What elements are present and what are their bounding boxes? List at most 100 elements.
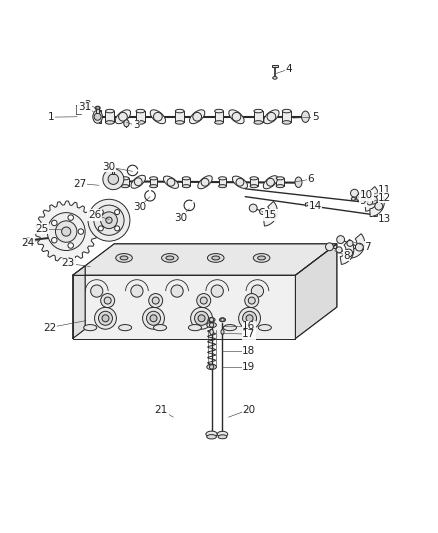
Circle shape xyxy=(143,308,164,329)
Ellipse shape xyxy=(219,318,226,322)
Text: 17: 17 xyxy=(242,329,255,339)
Ellipse shape xyxy=(136,109,145,113)
Polygon shape xyxy=(305,202,311,206)
Circle shape xyxy=(251,285,264,297)
Ellipse shape xyxy=(207,364,216,369)
Circle shape xyxy=(197,294,211,308)
Circle shape xyxy=(94,205,124,235)
Ellipse shape xyxy=(150,184,157,188)
Circle shape xyxy=(245,294,259,308)
Circle shape xyxy=(106,217,112,223)
Circle shape xyxy=(104,297,111,304)
Ellipse shape xyxy=(208,254,224,262)
Polygon shape xyxy=(365,187,379,211)
Ellipse shape xyxy=(115,110,131,124)
Text: 30: 30 xyxy=(102,162,116,172)
Polygon shape xyxy=(350,233,365,258)
Ellipse shape xyxy=(207,322,216,328)
Circle shape xyxy=(147,311,160,325)
Circle shape xyxy=(211,285,223,297)
Polygon shape xyxy=(215,111,223,123)
Ellipse shape xyxy=(233,176,247,188)
Circle shape xyxy=(167,179,175,186)
Ellipse shape xyxy=(116,254,132,262)
Text: 30: 30 xyxy=(174,213,187,223)
Ellipse shape xyxy=(219,177,226,180)
Circle shape xyxy=(367,199,373,205)
Ellipse shape xyxy=(273,77,277,79)
Ellipse shape xyxy=(258,325,272,330)
Ellipse shape xyxy=(229,110,244,124)
Circle shape xyxy=(94,113,101,120)
Ellipse shape xyxy=(250,177,258,180)
Circle shape xyxy=(375,202,383,210)
Circle shape xyxy=(56,221,77,243)
Circle shape xyxy=(99,311,113,325)
Ellipse shape xyxy=(276,184,284,188)
Text: 11: 11 xyxy=(378,185,392,195)
Ellipse shape xyxy=(283,120,291,124)
Ellipse shape xyxy=(124,120,129,127)
Ellipse shape xyxy=(283,109,291,113)
Ellipse shape xyxy=(295,177,302,188)
Text: 22: 22 xyxy=(43,322,56,333)
Text: 9: 9 xyxy=(360,196,367,206)
Text: 12: 12 xyxy=(378,193,392,203)
Ellipse shape xyxy=(95,106,100,110)
Ellipse shape xyxy=(373,213,378,216)
Ellipse shape xyxy=(207,434,216,439)
Text: 15: 15 xyxy=(264,210,277,220)
Circle shape xyxy=(88,199,130,241)
Ellipse shape xyxy=(301,111,309,123)
Ellipse shape xyxy=(215,109,223,113)
Polygon shape xyxy=(113,171,114,174)
Ellipse shape xyxy=(121,177,129,180)
Ellipse shape xyxy=(175,120,184,124)
Circle shape xyxy=(95,308,117,329)
Circle shape xyxy=(131,285,143,297)
Circle shape xyxy=(191,308,212,329)
Circle shape xyxy=(246,315,253,322)
Text: 16: 16 xyxy=(242,321,255,332)
Ellipse shape xyxy=(215,120,223,124)
Ellipse shape xyxy=(162,254,178,262)
Circle shape xyxy=(355,243,363,251)
Circle shape xyxy=(325,243,333,251)
Circle shape xyxy=(119,112,127,121)
Circle shape xyxy=(221,318,224,321)
Polygon shape xyxy=(136,111,145,123)
Polygon shape xyxy=(283,111,291,123)
Text: 10: 10 xyxy=(360,190,373,200)
Circle shape xyxy=(101,212,117,229)
Ellipse shape xyxy=(175,109,184,113)
Ellipse shape xyxy=(120,256,128,260)
Text: 26: 26 xyxy=(88,210,101,220)
Polygon shape xyxy=(150,179,157,186)
Circle shape xyxy=(98,226,103,231)
Text: 6: 6 xyxy=(307,174,314,184)
Circle shape xyxy=(68,243,74,248)
Polygon shape xyxy=(73,275,295,338)
Ellipse shape xyxy=(258,256,265,260)
Circle shape xyxy=(149,294,162,308)
Ellipse shape xyxy=(250,184,258,188)
Ellipse shape xyxy=(254,109,263,113)
Circle shape xyxy=(171,285,183,297)
Circle shape xyxy=(200,297,207,304)
Circle shape xyxy=(236,179,244,186)
Text: 1: 1 xyxy=(48,112,54,122)
Text: 31: 31 xyxy=(78,102,91,112)
Polygon shape xyxy=(276,179,284,186)
Ellipse shape xyxy=(254,120,263,124)
Circle shape xyxy=(198,315,205,322)
Ellipse shape xyxy=(84,325,97,330)
Polygon shape xyxy=(272,65,278,67)
Circle shape xyxy=(102,315,109,322)
Ellipse shape xyxy=(136,120,145,124)
Circle shape xyxy=(243,311,257,325)
Circle shape xyxy=(201,179,209,186)
Ellipse shape xyxy=(106,120,114,124)
Circle shape xyxy=(108,174,119,184)
Ellipse shape xyxy=(163,176,179,188)
Text: 19: 19 xyxy=(242,362,255,372)
